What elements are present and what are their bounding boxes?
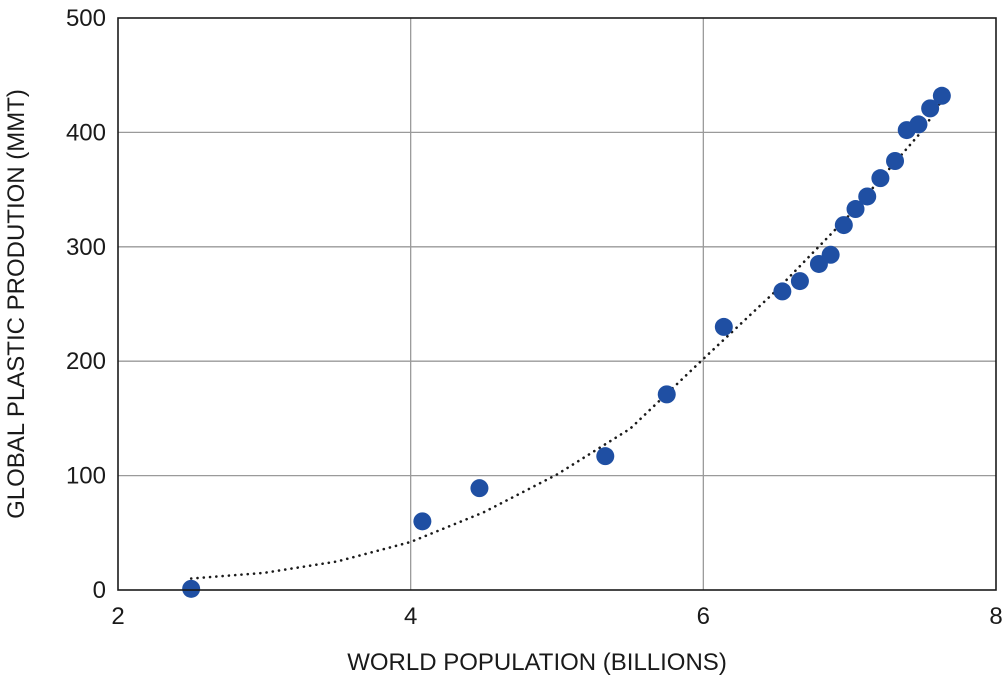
points-layer <box>182 86 951 598</box>
trendline <box>189 99 944 580</box>
y-tick-label: 500 <box>66 5 106 32</box>
y-axis-title: GLOBAL PLASTIC PRODUTION (MMT) <box>3 89 30 519</box>
y-tick-label: 100 <box>66 463 106 490</box>
data-point <box>834 216 853 235</box>
data-point <box>470 479 489 498</box>
plot-frame <box>117 17 997 591</box>
data-point <box>871 169 890 188</box>
data-point <box>858 187 877 206</box>
y-tick-label: 0 <box>93 577 106 604</box>
data-point <box>714 317 733 336</box>
data-point <box>657 385 676 404</box>
y-tick-label: 400 <box>66 119 106 146</box>
data-point <box>932 86 951 105</box>
data-point <box>413 512 432 531</box>
data-point <box>182 579 201 598</box>
x-tick-label: 8 <box>989 603 1002 630</box>
data-point <box>790 272 809 291</box>
data-point <box>596 447 615 466</box>
y-tick-label: 200 <box>66 348 106 375</box>
grid-layer <box>118 18 996 590</box>
x-tick-label: 2 <box>111 603 124 630</box>
x-axis-title: WORLD POPULATION (BILLIONS) <box>347 649 727 676</box>
data-point <box>886 152 905 170</box>
data-point <box>821 245 840 264</box>
x-tick-label: 6 <box>697 603 710 630</box>
data-point <box>773 282 792 301</box>
data-point <box>909 115 928 134</box>
x-tick-label: 4 <box>404 603 417 630</box>
tick-labels-layer: 2 4 6 8 0 100 200 300 400 500 <box>66 5 1003 630</box>
data-point <box>846 200 865 219</box>
data-point <box>921 99 940 118</box>
trendline-layer <box>189 99 944 580</box>
y-tick-label: 300 <box>66 234 106 261</box>
